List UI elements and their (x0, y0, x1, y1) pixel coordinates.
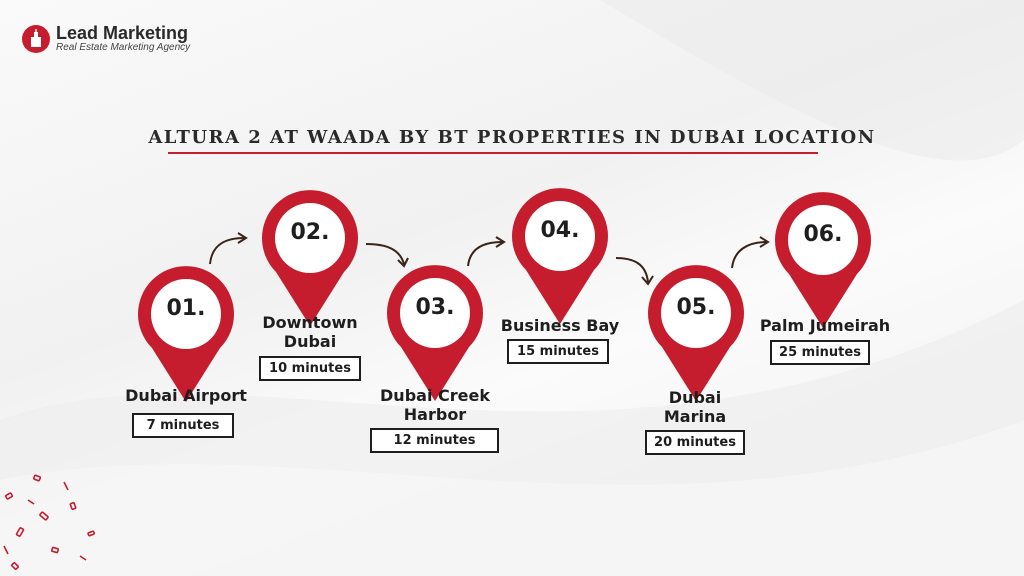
confetti-decoration (3, 474, 96, 570)
place-name-2: Downtown Dubai (262, 313, 358, 351)
place-name-3: Dubai Creek Harbor (380, 386, 490, 424)
location-pin-6: 06. (773, 192, 873, 328)
travel-time-2: 10 minutes (259, 356, 361, 381)
location-pin-4: 04. (510, 188, 610, 324)
map-pin-icon (138, 266, 234, 402)
brand-logo: Lead Marketing Real Estate Marketing Age… (22, 24, 190, 54)
travel-time-5: 20 minutes (645, 430, 745, 455)
stop-number: 04. (540, 218, 580, 243)
map-pin-icon (262, 190, 358, 326)
travel-time-6: 25 minutes (770, 340, 870, 365)
connector-arrow-icon (365, 243, 409, 268)
map-pin-icon (387, 265, 483, 401)
building-logo-icon (22, 25, 50, 53)
page-title: ALTURA 2 AT WAADA BY BT PROPERTIES IN DU… (148, 127, 876, 148)
map-pin-icon (648, 265, 744, 401)
location-pin-1: 01. (136, 266, 236, 402)
stop-number: 01. (166, 296, 206, 321)
connector-arrow-icon (615, 257, 654, 286)
connector-arrow-icon (731, 236, 770, 269)
location-pin-3: 03. (385, 265, 485, 401)
stop-number: 02. (290, 220, 330, 245)
title-underline (168, 152, 818, 154)
place-name-4: Business Bay (500, 316, 620, 335)
location-pin-2: 02. (260, 190, 360, 326)
place-name-1: Dubai Airport (125, 386, 247, 405)
stop-number: 05. (676, 295, 716, 320)
connector-arrow-icon (467, 236, 506, 267)
place-name-6: Palm Jumeirah (759, 316, 891, 335)
stop-number: 03. (415, 295, 455, 320)
stop-number: 06. (803, 222, 843, 247)
travel-time-4: 15 minutes (507, 339, 609, 364)
brand-name: Lead Marketing (56, 23, 189, 43)
place-name-5: Dubai Marina (663, 388, 727, 426)
map-pin-icon (512, 188, 608, 324)
travel-time-3: 12 minutes (370, 428, 499, 453)
connector-arrow-icon (209, 232, 248, 265)
map-pin-icon (775, 192, 871, 328)
brand-tagline: Real Estate Marketing Agency (56, 42, 191, 53)
location-pin-5: 05. (646, 265, 746, 401)
travel-time-1: 7 minutes (132, 413, 234, 438)
